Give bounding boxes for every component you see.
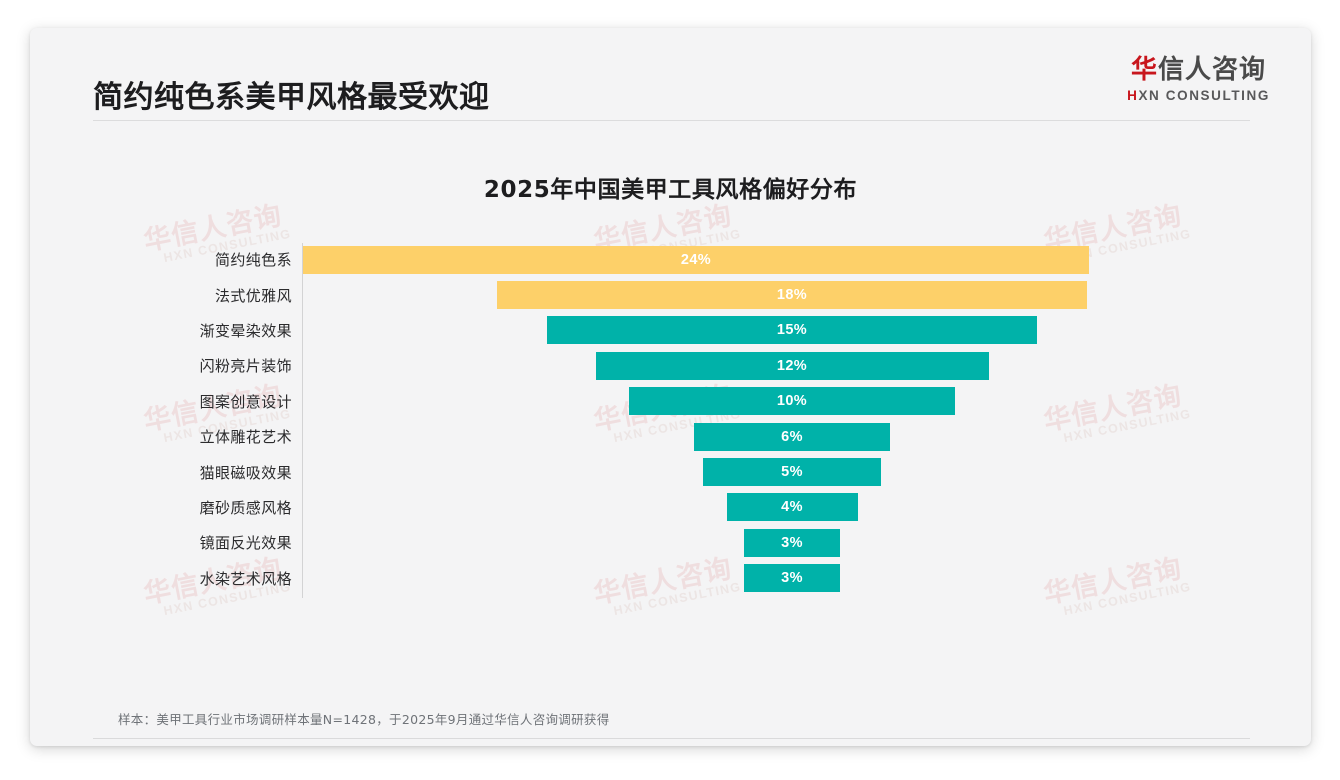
chart-axis-line: [302, 243, 303, 598]
funnel-row-label: 法式优雅风: [214, 286, 292, 305]
funnel-bar-value: 5%: [781, 464, 803, 481]
funnel-bar-track: 3%: [303, 561, 1311, 596]
funnel-bar[interactable]: 10%: [629, 387, 955, 416]
chart-title: 2025年中国美甲工具风格偏好分布: [483, 177, 858, 203]
slide-card: 华信人咨询 HXN CONSULTING 华信人咨询 HXN CONSULTIN…: [30, 28, 1311, 746]
funnel-row: 图案创意设计 10%: [30, 384, 1311, 419]
funnel-bar-track: 15%: [303, 313, 1311, 348]
funnel-bar[interactable]: 18%: [497, 281, 1087, 310]
funnel-row: 简约纯色系 24%: [30, 242, 1311, 277]
funnel-row: 猫眼磁吸效果 5%: [30, 454, 1311, 489]
funnel-row-label: 渐变晕染效果: [199, 321, 292, 340]
funnel-row: 立体雕花艺术 6%: [30, 419, 1311, 454]
funnel-bar-track: 6%: [303, 419, 1311, 454]
brand-logo-cn-red: 华: [1131, 55, 1159, 85]
funnel-row: 水染艺术风格 3%: [30, 561, 1311, 596]
funnel-row: 闪粉亮片装饰 12%: [30, 348, 1311, 383]
funnel-row-label: 猫眼磁吸效果: [199, 463, 292, 482]
funnel-row: 法式优雅风 18%: [30, 277, 1311, 312]
funnel-bar-value: 3%: [781, 534, 803, 551]
funnel-bar-value: 4%: [781, 499, 803, 516]
funnel-row: 镜面反光效果 3%: [30, 525, 1311, 560]
funnel-bar[interactable]: 4%: [726, 493, 858, 522]
funnel-bar[interactable]: 6%: [694, 422, 890, 451]
funnel-bar[interactable]: 12%: [595, 351, 989, 380]
funnel-bar-track: 3%: [303, 525, 1311, 560]
funnel-bar[interactable]: 5%: [703, 458, 881, 487]
funnel-bar-value: 3%: [781, 570, 803, 587]
funnel-bar-value: 12%: [776, 357, 808, 374]
funnel-bar-track: 5%: [303, 454, 1311, 489]
funnel-bar-track: 10%: [303, 384, 1311, 419]
funnel-bar-value: 24%: [680, 251, 712, 268]
funnel-bar-value: 15%: [776, 322, 808, 339]
funnel-row-label: 镜面反光效果: [199, 534, 292, 553]
funnel-bar[interactable]: 3%: [744, 564, 840, 593]
funnel-bar-track: 4%: [303, 490, 1311, 525]
header-divider: [93, 120, 1250, 121]
funnel-bar-value: 6%: [781, 428, 803, 445]
funnel-bar[interactable]: 3%: [744, 528, 840, 557]
page-title: 简约纯色系美甲风格最受欢迎: [93, 80, 490, 115]
brand-logo-en-red: H: [1127, 87, 1139, 103]
funnel-bar[interactable]: 24%: [303, 245, 1089, 274]
slide-header: 简约纯色系美甲风格最受欢迎 华信人咨询 HXN CONSULTING: [30, 28, 1311, 120]
funnel-bar-track: 24%: [303, 242, 1311, 277]
funnel-bar-value: 18%: [776, 287, 808, 304]
funnel-row-label: 立体雕花艺术: [199, 428, 292, 447]
funnel-row-label: 简约纯色系: [214, 251, 292, 270]
brand-logo-en-rest: XN CONSULTING: [1138, 87, 1270, 103]
funnel-row-label: 图案创意设计: [199, 392, 292, 411]
funnel-row-label: 闪粉亮片装饰: [199, 357, 292, 376]
funnel-bar-track: 12%: [303, 348, 1311, 383]
funnel-row: 渐变晕染效果 15%: [30, 313, 1311, 348]
funnel-row-label: 水染艺术风格: [199, 569, 292, 588]
funnel-rows: 简约纯色系 24% 法式优雅风 18% 渐变晕染效果 15% 闪粉亮片装饰 12% 图案创意设计…: [30, 242, 1311, 596]
chart-footnote: 样本：美甲工具行业市场调研样本量N=1428，于2025年9月通过华信人咨询调研…: [118, 712, 610, 727]
funnel-row: 磨砂质感风格 4%: [30, 490, 1311, 525]
funnel-row-label: 磨砂质感风格: [199, 498, 292, 517]
funnel-bar-value: 10%: [776, 393, 808, 410]
brand-logo-cn: 华信人咨询: [1127, 56, 1270, 85]
chart-container: 2025年中国美甲工具风格偏好分布 简约纯色系 24% 法式优雅风 18% 渐变晕染效果…: [30, 146, 1311, 602]
footer-divider: [93, 738, 1250, 739]
brand-logo: 华信人咨询 HXN CONSULTING: [1127, 56, 1270, 103]
funnel-bar-track: 18%: [303, 277, 1311, 312]
funnel-bar[interactable]: 15%: [547, 316, 1037, 345]
brand-logo-en: HXN CONSULTING: [1127, 88, 1270, 103]
funnel-chart: 简约纯色系 24% 法式优雅风 18% 渐变晕染效果 15% 闪粉亮片装饰 12% 图案创意设计…: [30, 242, 1311, 602]
brand-logo-cn-rest: 信人咨询: [1158, 55, 1267, 85]
